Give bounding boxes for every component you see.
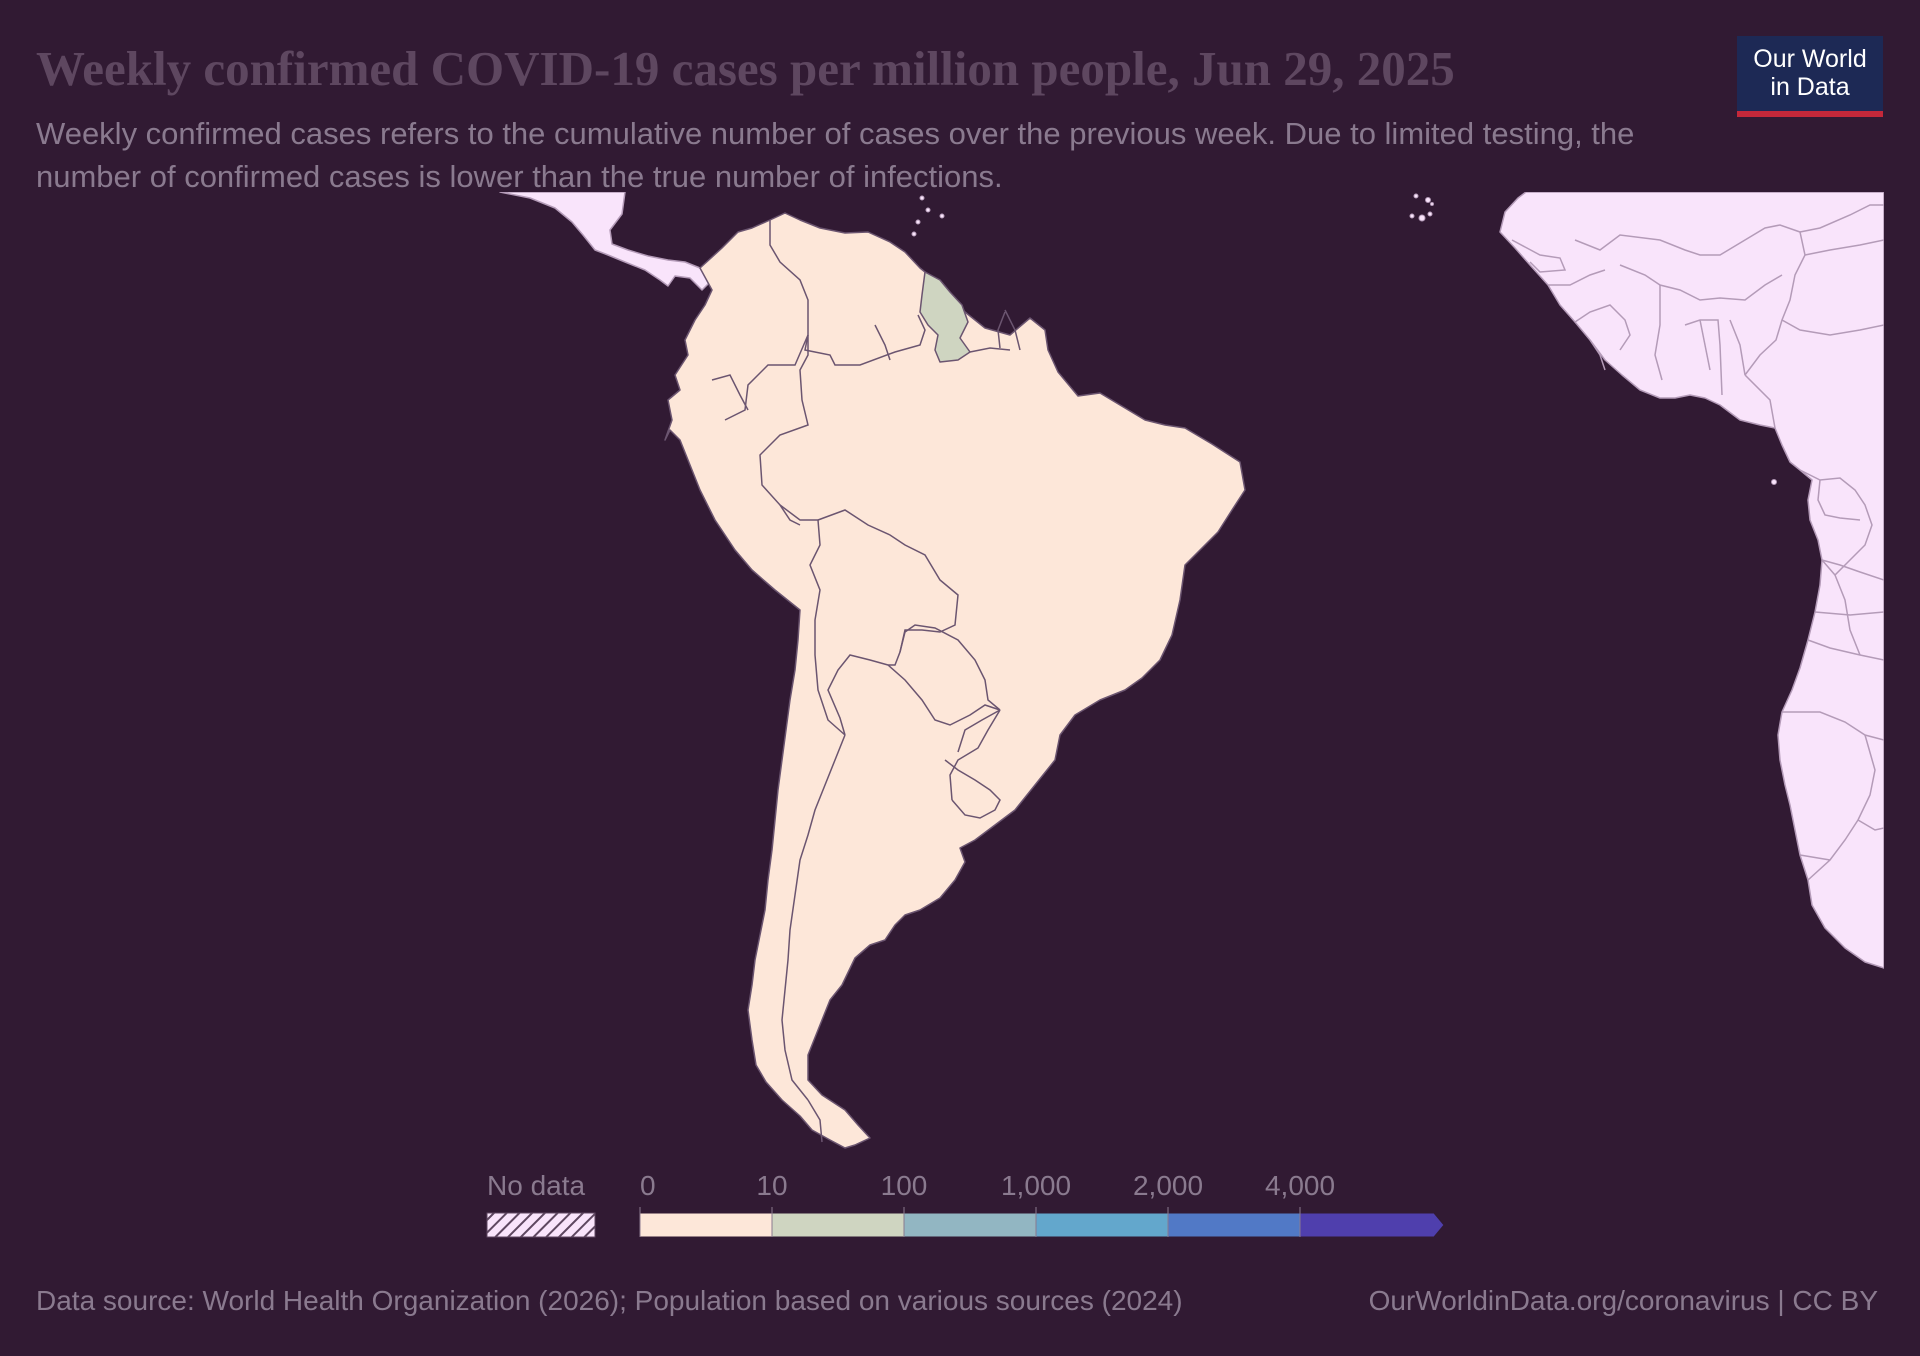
legend-bin-swatch[interactable]	[1167, 1212, 1301, 1238]
legend-bin-swatch[interactable]	[1299, 1212, 1445, 1238]
country-borders	[711, 220, 1021, 1143]
legend-bin-swatch[interactable]	[903, 1212, 1037, 1238]
legend-bin-swatch[interactable]	[1035, 1212, 1169, 1238]
region-central-america[interactable]	[499, 192, 711, 291]
legend-bin-label: 0	[640, 1170, 656, 1201]
sao-tome-islands	[1771, 479, 1777, 485]
data-source-note: Data source: World Health Organization (…	[36, 1285, 1183, 1316]
legend-bin-swatch[interactable]	[771, 1212, 905, 1238]
region-africa[interactable]	[1499, 192, 1884, 969]
legend-no-data-label: No data	[487, 1170, 586, 1201]
africa-borders	[1511, 204, 1884, 881]
region-south-america[interactable]	[664, 212, 1246, 1149]
legend-bin-label: 4,000	[1264, 1170, 1336, 1201]
legend-bin-label: 10	[756, 1170, 788, 1201]
cape-verde-islands	[1409, 193, 1434, 222]
legend-no-data-swatch[interactable]	[486, 1212, 596, 1238]
legend-bin-swatch[interactable]	[639, 1212, 773, 1238]
logo-line-2: in Data	[1770, 73, 1850, 101]
chart-subtitle: Weekly confirmed cases refers to the cum…	[36, 116, 1635, 194]
caribbean-islands	[911, 195, 945, 237]
legend-bin-label: 2,000	[1132, 1170, 1204, 1201]
logo-line-1: Our World	[1753, 45, 1867, 73]
owid-logo[interactable]: Our World in Data	[1737, 36, 1883, 117]
license-credit-link[interactable]: OurWorldinData.org/coronavirus | CC BY	[1368, 1285, 1878, 1316]
color-legend	[486, 1207, 1445, 1238]
chart-title: Weekly confirmed COVID-19 cases per mill…	[36, 41, 1455, 96]
legend-bin-label: 100	[880, 1170, 928, 1201]
region-guyana[interactable]	[919, 271, 971, 363]
legend-bin-label: 1,000	[1000, 1170, 1072, 1201]
